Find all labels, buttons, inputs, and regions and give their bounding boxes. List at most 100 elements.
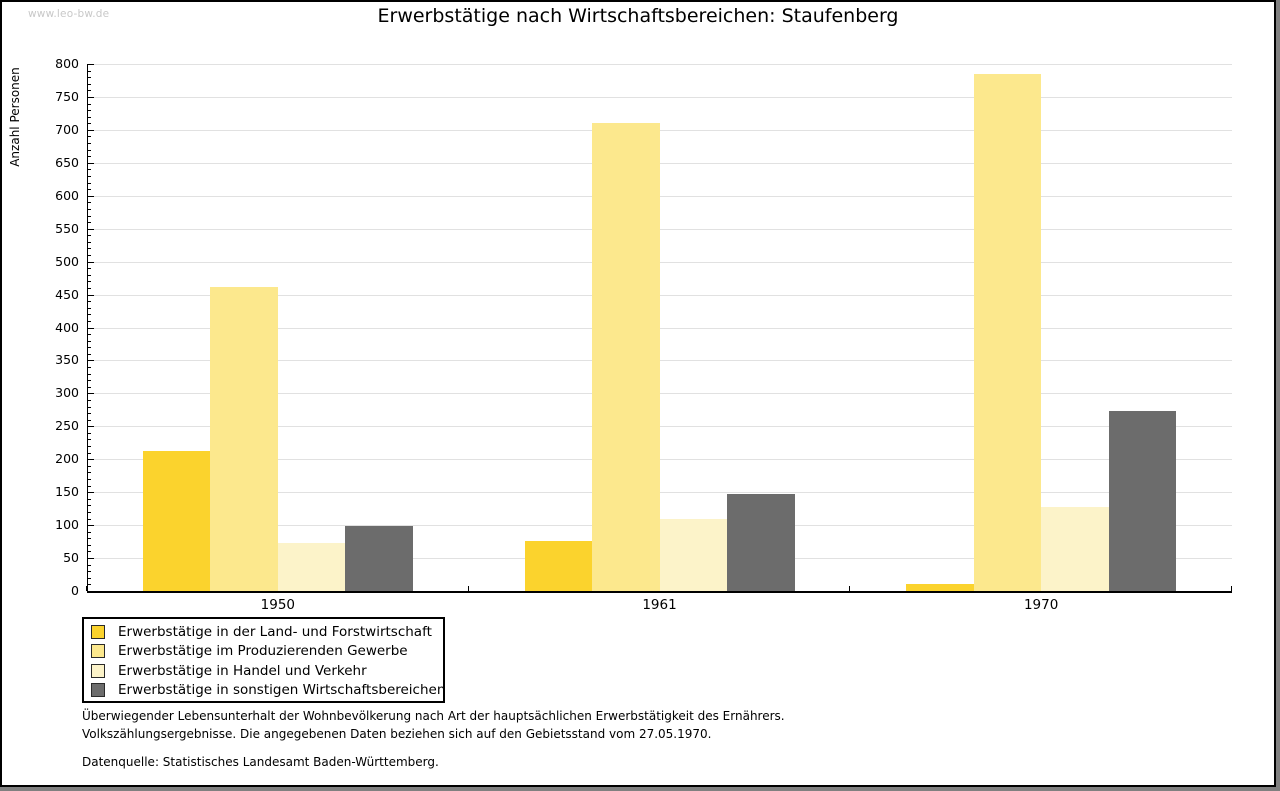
y-minor-tick — [88, 77, 91, 79]
y-minor-tick — [88, 373, 91, 375]
y-minor-tick — [88, 446, 91, 448]
y-major-tick — [88, 162, 94, 164]
bar-1961-series-3 — [727, 494, 795, 591]
y-minor-tick — [88, 175, 91, 177]
legend-label: Erwerbstätige in sonstigen Wirtschaftsbe… — [118, 682, 446, 699]
y-minor-tick — [88, 406, 91, 408]
y-minor-tick — [88, 485, 91, 487]
y-major-tick — [88, 492, 94, 494]
y-minor-tick — [88, 70, 91, 72]
y-tick-label: 650 — [55, 154, 79, 170]
y-major-tick — [88, 426, 94, 428]
y-minor-tick — [88, 531, 91, 533]
legend-item: Erwerbstätige in sonstigen Wirtschaftsbe… — [84, 681, 446, 701]
y-minor-tick — [88, 432, 91, 434]
gridline — [88, 459, 1232, 461]
legend-label: Erwerbstätige in der Land- und Forstwirt… — [118, 623, 432, 640]
y-major-tick — [88, 261, 94, 263]
y-minor-tick — [88, 314, 91, 316]
legend-swatch-produzierendes-gewerbe — [91, 644, 105, 659]
y-major-tick — [88, 294, 94, 296]
gridline — [88, 228, 1232, 230]
y-major-tick — [88, 327, 94, 329]
y-major-tick — [88, 129, 94, 131]
bar-1970-series-2 — [1041, 507, 1109, 591]
y-minor-tick — [88, 189, 91, 191]
y-major-tick — [88, 558, 94, 560]
y-minor-tick — [88, 439, 91, 441]
bar-1970-series-1 — [973, 73, 1042, 591]
y-minor-tick — [88, 208, 91, 210]
y-tick-label: 450 — [55, 286, 79, 302]
gridline — [88, 96, 1232, 98]
y-minor-tick — [88, 222, 91, 224]
y-minor-tick — [88, 571, 91, 573]
y-tick-label: 400 — [55, 319, 79, 335]
bar-1950-series-2 — [277, 542, 346, 591]
legend-item: Erwerbstätige in der Land- und Forstwirt… — [84, 622, 443, 642]
y-minor-tick — [88, 538, 91, 540]
footnotes: Überwiegender Lebensunterhalt der Wohnbe… — [82, 707, 785, 771]
legend-swatch-sonstige-wirtschaftsbereiche — [91, 683, 105, 698]
y-minor-tick — [88, 116, 91, 118]
y-minor-tick — [88, 301, 91, 303]
gridline — [88, 360, 1232, 362]
y-minor-tick — [88, 281, 91, 283]
y-minor-tick — [88, 511, 91, 513]
y-minor-tick — [88, 334, 91, 336]
bar-1961-series-0 — [524, 540, 592, 591]
y-minor-tick — [88, 136, 91, 138]
gridline — [88, 162, 1232, 164]
y-minor-tick — [88, 123, 91, 125]
y-minor-tick — [88, 367, 91, 369]
y-minor-tick — [88, 518, 91, 520]
y-minor-tick — [88, 274, 91, 276]
x-category-label: 1970 — [1023, 597, 1059, 613]
y-major-tick — [88, 393, 94, 395]
y-minor-tick — [88, 452, 91, 454]
y-minor-tick — [88, 169, 91, 171]
y-minor-tick — [88, 505, 91, 507]
legend: Erwerbstätige in der Land- und Forstwirt… — [82, 617, 445, 703]
y-tick-label: 350 — [55, 352, 79, 368]
y-minor-tick — [88, 479, 91, 480]
legend-item: Erwerbstätige in Handel und Verkehr — [84, 661, 443, 681]
x-category-label: 1961 — [642, 597, 677, 613]
y-minor-tick — [88, 182, 91, 184]
y-minor-tick — [88, 83, 91, 85]
watermark: www.leo-bw.de — [28, 8, 110, 20]
y-tick-label: 700 — [55, 121, 79, 137]
y-tick-label: 550 — [55, 220, 79, 236]
y-major-tick — [88, 525, 94, 527]
y-tick-label: 750 — [55, 88, 79, 104]
y-minor-tick — [88, 551, 91, 553]
y-minor-tick — [88, 347, 91, 349]
y-minor-tick — [88, 564, 91, 566]
y-minor-tick — [88, 353, 91, 355]
y-minor-tick — [88, 320, 91, 322]
gridline — [88, 261, 1232, 263]
legend-label: Erwerbstätige im Produzierenden Gewerbe — [118, 643, 408, 660]
gridline — [88, 195, 1232, 197]
y-minor-tick — [88, 241, 91, 243]
y-minor-tick — [88, 472, 91, 474]
x-axis-tick — [86, 586, 87, 591]
y-minor-tick — [88, 143, 91, 145]
y-minor-tick — [88, 268, 91, 270]
y-tick-label: 200 — [55, 451, 79, 467]
gridline — [88, 294, 1232, 296]
y-minor-tick — [88, 413, 91, 415]
y-minor-tick — [88, 498, 91, 500]
y-minor-tick — [88, 584, 91, 586]
y-major-tick — [88, 195, 94, 197]
gridline — [88, 64, 1232, 65]
y-tick-label: 50 — [63, 550, 79, 566]
y-minor-tick — [88, 103, 91, 105]
y-tick-label: 800 — [55, 56, 79, 71]
y-major-tick — [88, 64, 94, 65]
bar-1950-series-0 — [142, 450, 211, 591]
y-minor-tick — [88, 380, 91, 382]
legend-item: Erwerbstätige im Produzierenden Gewerbe — [84, 642, 443, 662]
gridline — [88, 327, 1232, 329]
